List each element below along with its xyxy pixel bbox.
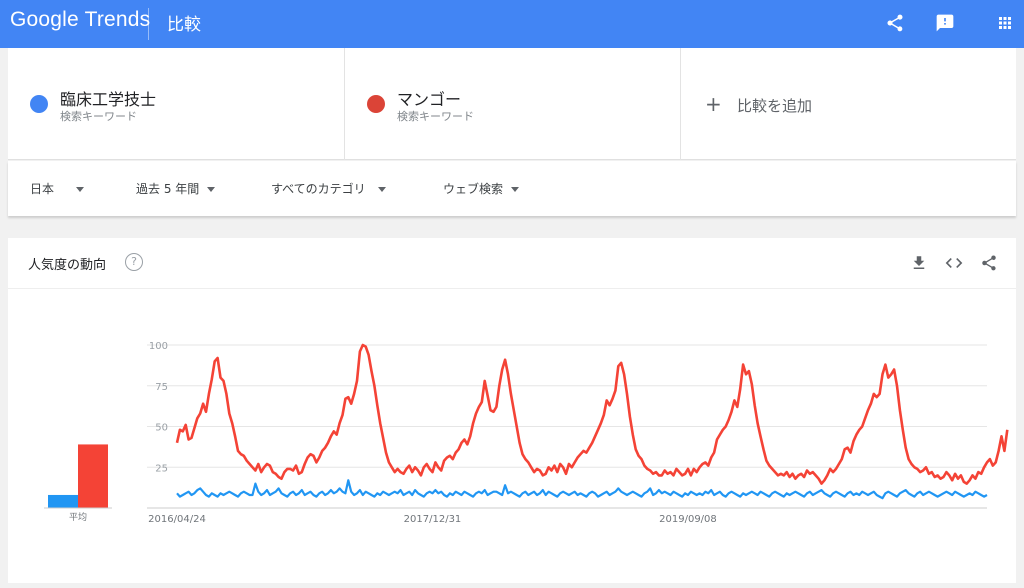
series-line [175,343,1009,485]
chevron-down-icon [76,187,85,192]
download-icon[interactable] [908,252,930,274]
average-bar [78,444,108,508]
embed-code-icon[interactable] [943,252,965,274]
apps-grid-icon[interactable] [992,10,1018,36]
category-value: すべてのカテゴリ [271,182,366,196]
x-tick-label: 2017/12/31 [404,514,462,525]
page-title: 比較 [167,15,201,35]
average-label: 平均 [69,511,87,523]
x-tick-label: 2019/09/08 [659,514,717,525]
y-tick-label: 75 [155,382,168,393]
add-comparison-label: 比較を追加 [737,97,813,115]
feedback-icon[interactable] [932,10,958,36]
x-tick-label: 2016/04/24 [148,514,206,525]
interest-over-time-chart[interactable]: 25 50 75 100 2016/04/24 2017/12/31 2019/09/08 平… [8,238,1016,583]
chevron-down-icon [377,187,386,192]
chevron-down-icon [207,187,216,192]
term-type: 検索キーワード [60,110,137,123]
term-type: 検索キーワード [397,110,474,123]
compare-term-2[interactable]: マンゴー 検索キーワード [344,48,680,160]
search-type-value: ウェブ検索 [443,182,504,196]
compare-bar: 臨床工学技士 検索キーワード マンゴー 検索キーワード + 比較を追加 [8,48,1016,160]
time-range-value: 過去 5 年間 [136,182,200,196]
time-range-dropdown[interactable]: 過去 5 年間 [136,180,216,197]
region-value: 日本 [30,182,55,196]
chevron-down-icon [511,187,520,192]
top-app-bar: Google Trends 比較 [0,0,1024,48]
term-name[interactable]: マンゴー [397,90,462,109]
filter-bar: 日本 過去 5 年間 すべてのカテゴリ ウェブ検索 [8,161,1016,216]
search-type-dropdown[interactable]: ウェブ検索 [443,180,520,197]
term-name[interactable]: 臨床工学技士 [60,90,157,109]
google-trends-logo[interactable]: Google Trends [10,8,151,31]
plus-icon: + [705,92,722,116]
y-tick-label: 50 [155,423,168,434]
y-tick-label: 100 [149,341,168,352]
compare-term-1[interactable]: 臨床工学技士 検索キーワード [8,48,344,160]
category-dropdown[interactable]: すべてのカテゴリ [271,180,386,197]
term-color-dot-blue [30,95,48,113]
share-icon[interactable] [978,252,1000,274]
card-title: 人気度の動向 [28,258,107,273]
header-divider [148,8,149,40]
help-icon[interactable]: ? [125,253,143,271]
average-bar [48,494,78,508]
series-line [176,479,988,500]
add-comparison-button[interactable]: + 比較を追加 [680,48,1016,160]
interest-over-time-card: 人気度の動向 ? 25 50 75 100 2016/04/24 2017/12/31 20… [8,238,1016,583]
y-tick-label: 25 [155,463,168,474]
region-dropdown[interactable]: 日本 [30,180,85,197]
card-divider [8,288,1016,289]
share-icon[interactable] [882,10,908,36]
term-color-dot-red [367,95,385,113]
